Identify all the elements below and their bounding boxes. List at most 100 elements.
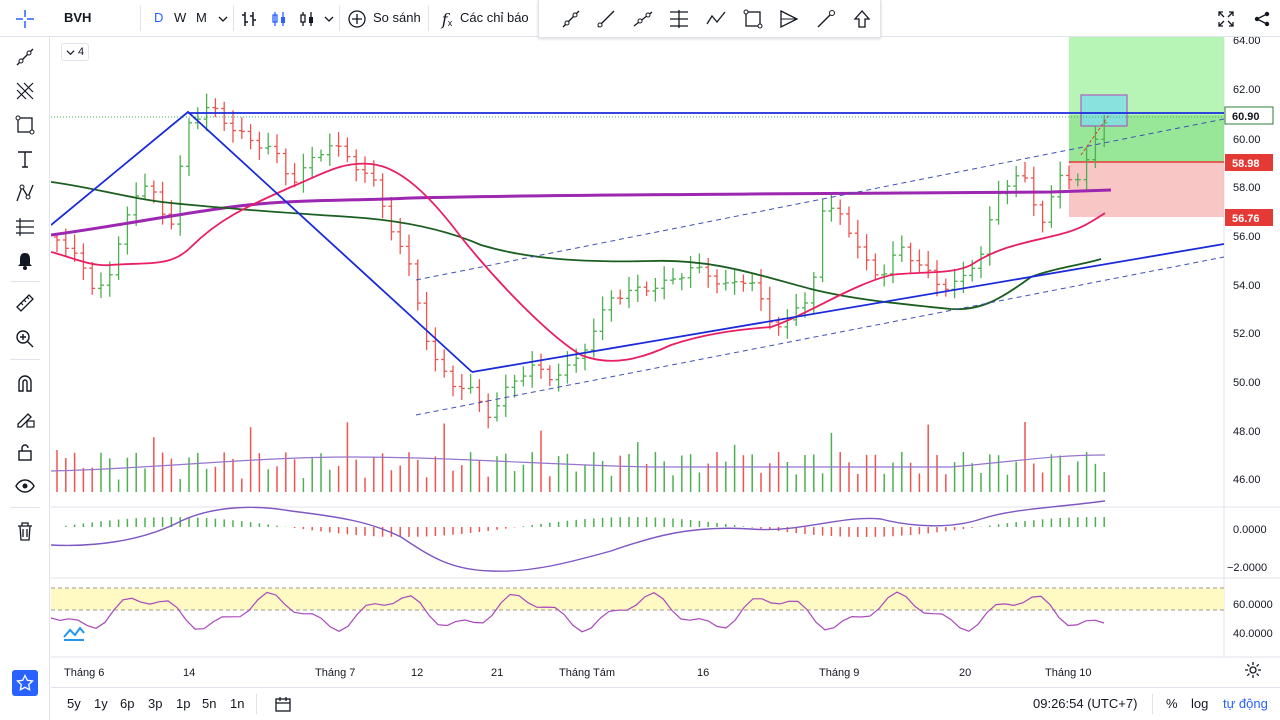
ohlc-bar bbox=[1101, 115, 1108, 148]
ohlc-bar bbox=[986, 206, 993, 266]
eye-icon[interactable] bbox=[13, 474, 37, 498]
price-chart[interactable]: 64.00 62.00 60.00 58.00 56.00 54.00 52.0… bbox=[50, 35, 1280, 687]
favorites-star-icon[interactable] bbox=[12, 670, 38, 696]
chevron-down-icon[interactable] bbox=[318, 8, 340, 30]
ohlc-bar bbox=[485, 393, 492, 429]
range-3m[interactable]: 3p bbox=[148, 696, 163, 711]
price-tick: 58.00 bbox=[1233, 182, 1261, 194]
ray-icon[interactable] bbox=[594, 7, 618, 31]
legend-toggle[interactable]: 4 bbox=[61, 43, 89, 61]
log-toggle[interactable]: log bbox=[1191, 696, 1209, 711]
indicators-button[interactable]: Các chỉ báo bbox=[460, 10, 529, 25]
range-6m[interactable]: 6p bbox=[120, 696, 135, 711]
pitchfork-tool-icon[interactable] bbox=[13, 79, 37, 103]
range-5d[interactable]: 5n bbox=[202, 696, 217, 711]
ohlc-bar bbox=[265, 132, 272, 155]
symbol-name[interactable]: BVH bbox=[64, 10, 92, 25]
unlock-icon[interactable] bbox=[13, 440, 37, 464]
price-tick: 50.00 bbox=[1233, 377, 1261, 389]
ohlc-bar bbox=[1083, 146, 1090, 192]
ohlc-bar bbox=[934, 260, 940, 297]
rsi-band bbox=[51, 588, 1224, 610]
ohlc-bar bbox=[784, 309, 791, 339]
extended-line-icon[interactable] bbox=[631, 7, 655, 31]
pattern-icon[interactable] bbox=[777, 7, 801, 31]
compare-plus-icon[interactable] bbox=[346, 8, 368, 30]
ohlc-bar bbox=[1066, 165, 1072, 190]
ohlc-bar bbox=[740, 274, 747, 292]
bottom-toolbar: 5y 1y 6p 3p 1p 5n 1n 09:26:54 (UTC+7) % … bbox=[51, 687, 1280, 720]
ohlc-bar bbox=[802, 292, 808, 318]
ohlc-bar bbox=[247, 124, 254, 150]
date-range-icon[interactable] bbox=[274, 695, 292, 713]
path-icon[interactable] bbox=[704, 7, 728, 31]
ohlc-bar bbox=[291, 163, 298, 188]
lock-drawing-icon[interactable] bbox=[13, 406, 37, 430]
shape-tool-icon[interactable] bbox=[13, 113, 37, 137]
channel-upper bbox=[415, 118, 1225, 281]
trash-icon[interactable] bbox=[13, 519, 37, 543]
ohlc-bar bbox=[722, 269, 729, 291]
crosshair-icon[interactable] bbox=[14, 8, 36, 30]
range-5y[interactable]: 5y bbox=[67, 696, 81, 711]
trend-line-icon[interactable] bbox=[559, 7, 583, 31]
fib-retracement-icon[interactable] bbox=[667, 7, 691, 31]
price-tick: 62.00 bbox=[1233, 84, 1261, 96]
ohlc-bar bbox=[54, 233, 60, 252]
time-label: 16 bbox=[697, 667, 709, 679]
interval-day[interactable]: D bbox=[154, 10, 164, 25]
alert-bell-icon[interactable] bbox=[13, 249, 37, 273]
chevron-down-icon[interactable] bbox=[212, 8, 234, 30]
forecast-tool-icon[interactable] bbox=[13, 215, 37, 239]
magnet-icon[interactable] bbox=[13, 371, 37, 395]
ohlc-bar bbox=[133, 182, 140, 226]
range-1m[interactable]: 1p bbox=[176, 696, 191, 711]
price-tick: 52.00 bbox=[1233, 328, 1261, 340]
fullscreen-icon[interactable] bbox=[1215, 8, 1237, 30]
arrow-up-icon[interactable] bbox=[850, 7, 874, 31]
ma-200-line bbox=[50, 188, 1112, 237]
price-tick: 60.00 bbox=[1233, 134, 1261, 146]
ruler-icon[interactable] bbox=[13, 291, 37, 315]
drawing-toolbar bbox=[538, 0, 881, 38]
ohlc-bar bbox=[643, 281, 650, 296]
ohlc-bar bbox=[432, 327, 439, 372]
candles-icon[interactable] bbox=[268, 8, 290, 30]
ohlc-bar bbox=[467, 373, 474, 394]
ohlc-bar bbox=[300, 153, 307, 193]
trend-line-tool-icon[interactable] bbox=[13, 45, 37, 69]
share-icon[interactable] bbox=[1251, 8, 1273, 30]
percent-toggle[interactable]: % bbox=[1166, 696, 1178, 711]
ohlc-bar bbox=[678, 273, 685, 291]
ohlc-bar bbox=[714, 269, 720, 294]
ma-50-line bbox=[50, 181, 1102, 311]
ohlc-bar bbox=[230, 110, 236, 143]
interval-month[interactable]: M bbox=[196, 10, 207, 25]
auto-scale-toggle[interactable]: tự động bbox=[1223, 696, 1268, 711]
macd-line bbox=[50, 500, 1106, 572]
range-1d[interactable]: 1n bbox=[230, 696, 245, 711]
interval-week[interactable]: W bbox=[174, 10, 187, 25]
ohlc-bar bbox=[546, 365, 553, 387]
ohlc-bar bbox=[238, 117, 245, 140]
pattern-tool-icon[interactable] bbox=[13, 181, 37, 205]
price-tick: 64.00 bbox=[1233, 37, 1261, 47]
clock-label[interactable]: 09:26:54 (UTC+7) bbox=[1033, 696, 1138, 711]
ohlc-bar bbox=[766, 286, 773, 330]
ohlc-bar bbox=[124, 206, 131, 255]
bar-chart-icon[interactable] bbox=[238, 8, 260, 30]
ohlc-bar bbox=[186, 118, 192, 176]
stop-price-label: 56.76 bbox=[1232, 213, 1260, 225]
brush-icon[interactable] bbox=[814, 7, 838, 31]
zoom-in-icon[interactable] bbox=[13, 327, 37, 351]
hollow-candles-icon[interactable] bbox=[296, 8, 318, 30]
settings-gear-icon[interactable] bbox=[1244, 661, 1262, 679]
compare-button[interactable]: So sánh bbox=[373, 10, 421, 25]
range-1y[interactable]: 1y bbox=[94, 696, 108, 711]
text-tool-icon[interactable] bbox=[13, 147, 37, 171]
ohlc-bar bbox=[907, 242, 914, 273]
rectangle-icon[interactable] bbox=[741, 7, 765, 31]
chart-area[interactable]: 64.00 62.00 60.00 58.00 56.00 54.00 52.0… bbox=[50, 35, 1280, 687]
tradingview-logo-icon[interactable] bbox=[63, 625, 85, 641]
